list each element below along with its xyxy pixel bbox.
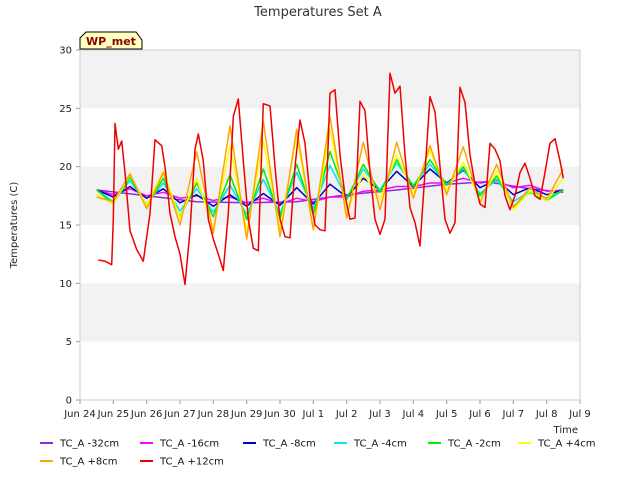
x-axis-title: Time	[553, 425, 578, 436]
x-tick-label: Jul 1	[302, 409, 325, 420]
legend-item-tc-a-8cm: TC_A -8cm	[243, 439, 316, 450]
x-tick-label: Jul 3	[368, 409, 391, 420]
legend-item-tc-a-32cm: TC_A -32cm	[40, 439, 119, 450]
grid-band	[80, 283, 580, 342]
legend-item-tc-a-2cm: TC_A -2cm	[428, 439, 501, 450]
grid-band	[80, 341, 580, 400]
series-line-tc-a-8cm	[96, 115, 564, 240]
y-tick-label: 0	[66, 396, 72, 407]
legend-label: TC_A +12cm	[159, 457, 224, 468]
y-axis-title: Temperatures (C)	[9, 182, 20, 270]
legend-label: TC_A -4cm	[353, 439, 407, 450]
legend-label: TC_A +4cm	[537, 439, 596, 450]
x-tick-label: Jul 5	[435, 409, 458, 420]
x-tick-label: Jul 7	[502, 409, 525, 420]
badge-shape	[79, 31, 143, 50]
series-line-tc-a-16cm	[96, 177, 564, 205]
x-tick-label: Jul 9	[568, 409, 591, 420]
legend-label: TC_A -32cm	[59, 439, 119, 450]
legend-item-tc-a-8cm: TC_A +8cm	[40, 457, 118, 468]
legend-item-tc-a-16cm: TC_A -16cm	[140, 439, 219, 450]
y-tick-label: 10	[59, 279, 72, 290]
badge-label: WP_met	[86, 35, 136, 48]
y-tick-label: 20	[59, 162, 72, 173]
x-tick-label: Jun 29	[230, 409, 263, 420]
x-tick-label: Jun 30	[263, 409, 296, 420]
plot-frame	[79, 49, 581, 401]
x-tick-label: Jul 4	[402, 409, 425, 420]
chart-title: Temperatures Set A	[253, 5, 382, 20]
x-tick-label: Jun 25	[97, 409, 130, 420]
legend-label: TC_A -16cm	[159, 439, 219, 450]
x-tick-label: Jun 24	[63, 409, 96, 420]
x-tick-label: Jun 26	[130, 409, 163, 420]
legend-label: TC_A -2cm	[447, 439, 501, 450]
series-line-tc-a-12cm	[98, 72, 565, 286]
grid-band	[80, 225, 580, 284]
x-tick-label: Jul 6	[468, 409, 491, 420]
series-line-tc-a-8cm	[96, 168, 564, 208]
x-tick-label: Jun 27	[163, 409, 196, 420]
x-tick-label: Jul 8	[535, 409, 558, 420]
x-tick-label: Jul 2	[335, 409, 358, 420]
y-tick-label: 30	[59, 46, 72, 57]
y-tick-label: 15	[59, 221, 72, 232]
y-tick-label: 25	[59, 104, 72, 115]
legend-label: TC_A +8cm	[59, 457, 118, 468]
legend-item-tc-a-12cm: TC_A +12cm	[140, 457, 224, 468]
legend-item-tc-a-4cm: TC_A +4cm	[518, 439, 596, 450]
wp-met-badge: WP_met	[79, 31, 143, 50]
legend-label: TC_A -8cm	[262, 439, 316, 450]
y-tick-label: 5	[66, 337, 72, 348]
x-tick-label: Jun 28	[197, 409, 230, 420]
legend-item-tc-a-4cm: TC_A -4cm	[334, 439, 407, 450]
